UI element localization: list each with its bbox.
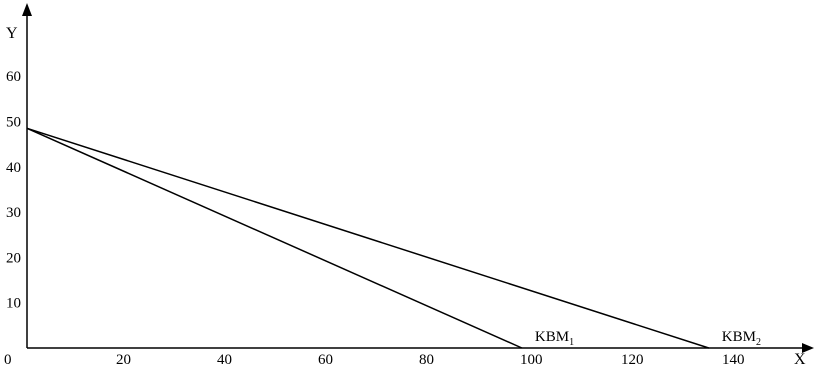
- y-axis-arrow: [22, 3, 32, 16]
- series-label-2: KBM2: [722, 329, 761, 348]
- series-line-1: [26, 127, 523, 349]
- y-axis-label: Y: [6, 25, 18, 42]
- y-tick-label: 50: [6, 115, 21, 131]
- x-tick-label: 140: [722, 352, 745, 367]
- y-tick-label: 40: [6, 160, 21, 176]
- x-tick-label: 100: [520, 352, 543, 367]
- x-tick-label: 20: [116, 352, 131, 367]
- y-tick-label: 30: [6, 205, 21, 221]
- x-tick-label: 80: [419, 352, 434, 367]
- series-line-2: [26, 127, 709, 349]
- series-labels: KBM1 KBM2: [535, 329, 761, 348]
- x-axis-arrow: [802, 343, 814, 353]
- series-lines: [26, 127, 709, 349]
- x-tick-label: 0: [4, 352, 12, 367]
- x-tick-label: 60: [318, 352, 333, 367]
- y-tick-labels: 10 20 30 40 50 60: [6, 69, 21, 312]
- x-tick-labels: 020406080100120140160: [4, 352, 745, 367]
- y-tick-label: 60: [6, 69, 21, 85]
- axes: X Y: [6, 3, 814, 367]
- x-tick-label: 40: [217, 352, 232, 367]
- x-axis-label: X: [794, 351, 806, 367]
- y-tick-label: 10: [6, 296, 21, 312]
- x-tick-label: 120: [621, 352, 644, 367]
- y-tick-label: 20: [6, 250, 21, 266]
- series-label-1: KBM1: [535, 329, 574, 348]
